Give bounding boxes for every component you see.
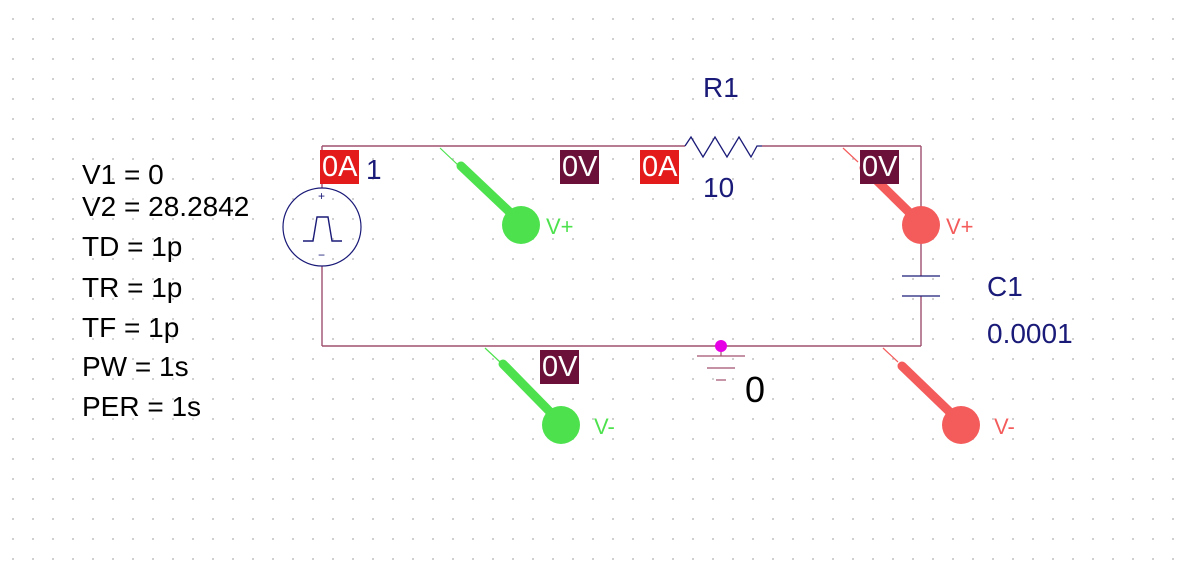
probe-red-plus-label: V+ [946, 214, 974, 239]
node-voltage-marker-top-left[interactable]: 0V [560, 150, 600, 184]
probe-green-minus[interactable] [484, 347, 580, 444]
probe-green-plus-label: V+ [546, 214, 574, 239]
node-voltage-marker-bottom[interactable]: 0V [540, 350, 580, 384]
resistor-current-marker[interactable]: 0A [640, 150, 680, 184]
capacitor-value[interactable]: 0.0001 [987, 318, 1073, 349]
resistor-symbol[interactable] [684, 135, 762, 159]
source-param-v2: V2 = 28.2842 [82, 191, 250, 222]
probe-green-minus-label: V- [594, 414, 615, 439]
probe-green-plus[interactable] [439, 147, 540, 244]
source-ref-suffix: 1 [366, 154, 382, 185]
source-param-v1: V1 = 0 [82, 159, 164, 190]
source-param-per: PER = 1s [82, 391, 202, 422]
capacitor-symbol[interactable] [902, 275, 940, 297]
source-param-td: TD = 1p [82, 231, 183, 262]
pulse-source-symbol[interactable] [282, 187, 362, 267]
wires [321, 145, 922, 347]
source-param-pw: PW = 1s [82, 351, 189, 382]
probe-red-minus[interactable] [882, 347, 980, 444]
resistor-value[interactable]: 10 [703, 172, 735, 203]
source-minus-sign: − [318, 248, 325, 262]
source-current-marker[interactable]: 0A [320, 150, 360, 184]
source-param-tf: TF = 1p [82, 312, 180, 343]
source-param-tr: TR = 1p [82, 272, 183, 303]
resistor-name[interactable]: R1 [703, 72, 739, 103]
capacitor-name[interactable]: C1 [987, 271, 1023, 302]
probe-red-minus-label: V- [994, 414, 1015, 439]
node-voltage-marker-top-right[interactable]: 0V [860, 150, 900, 184]
ground-node-dot[interactable] [715, 340, 727, 352]
source-plus-sign: + [318, 189, 325, 203]
ground-label: 0 [745, 369, 766, 410]
